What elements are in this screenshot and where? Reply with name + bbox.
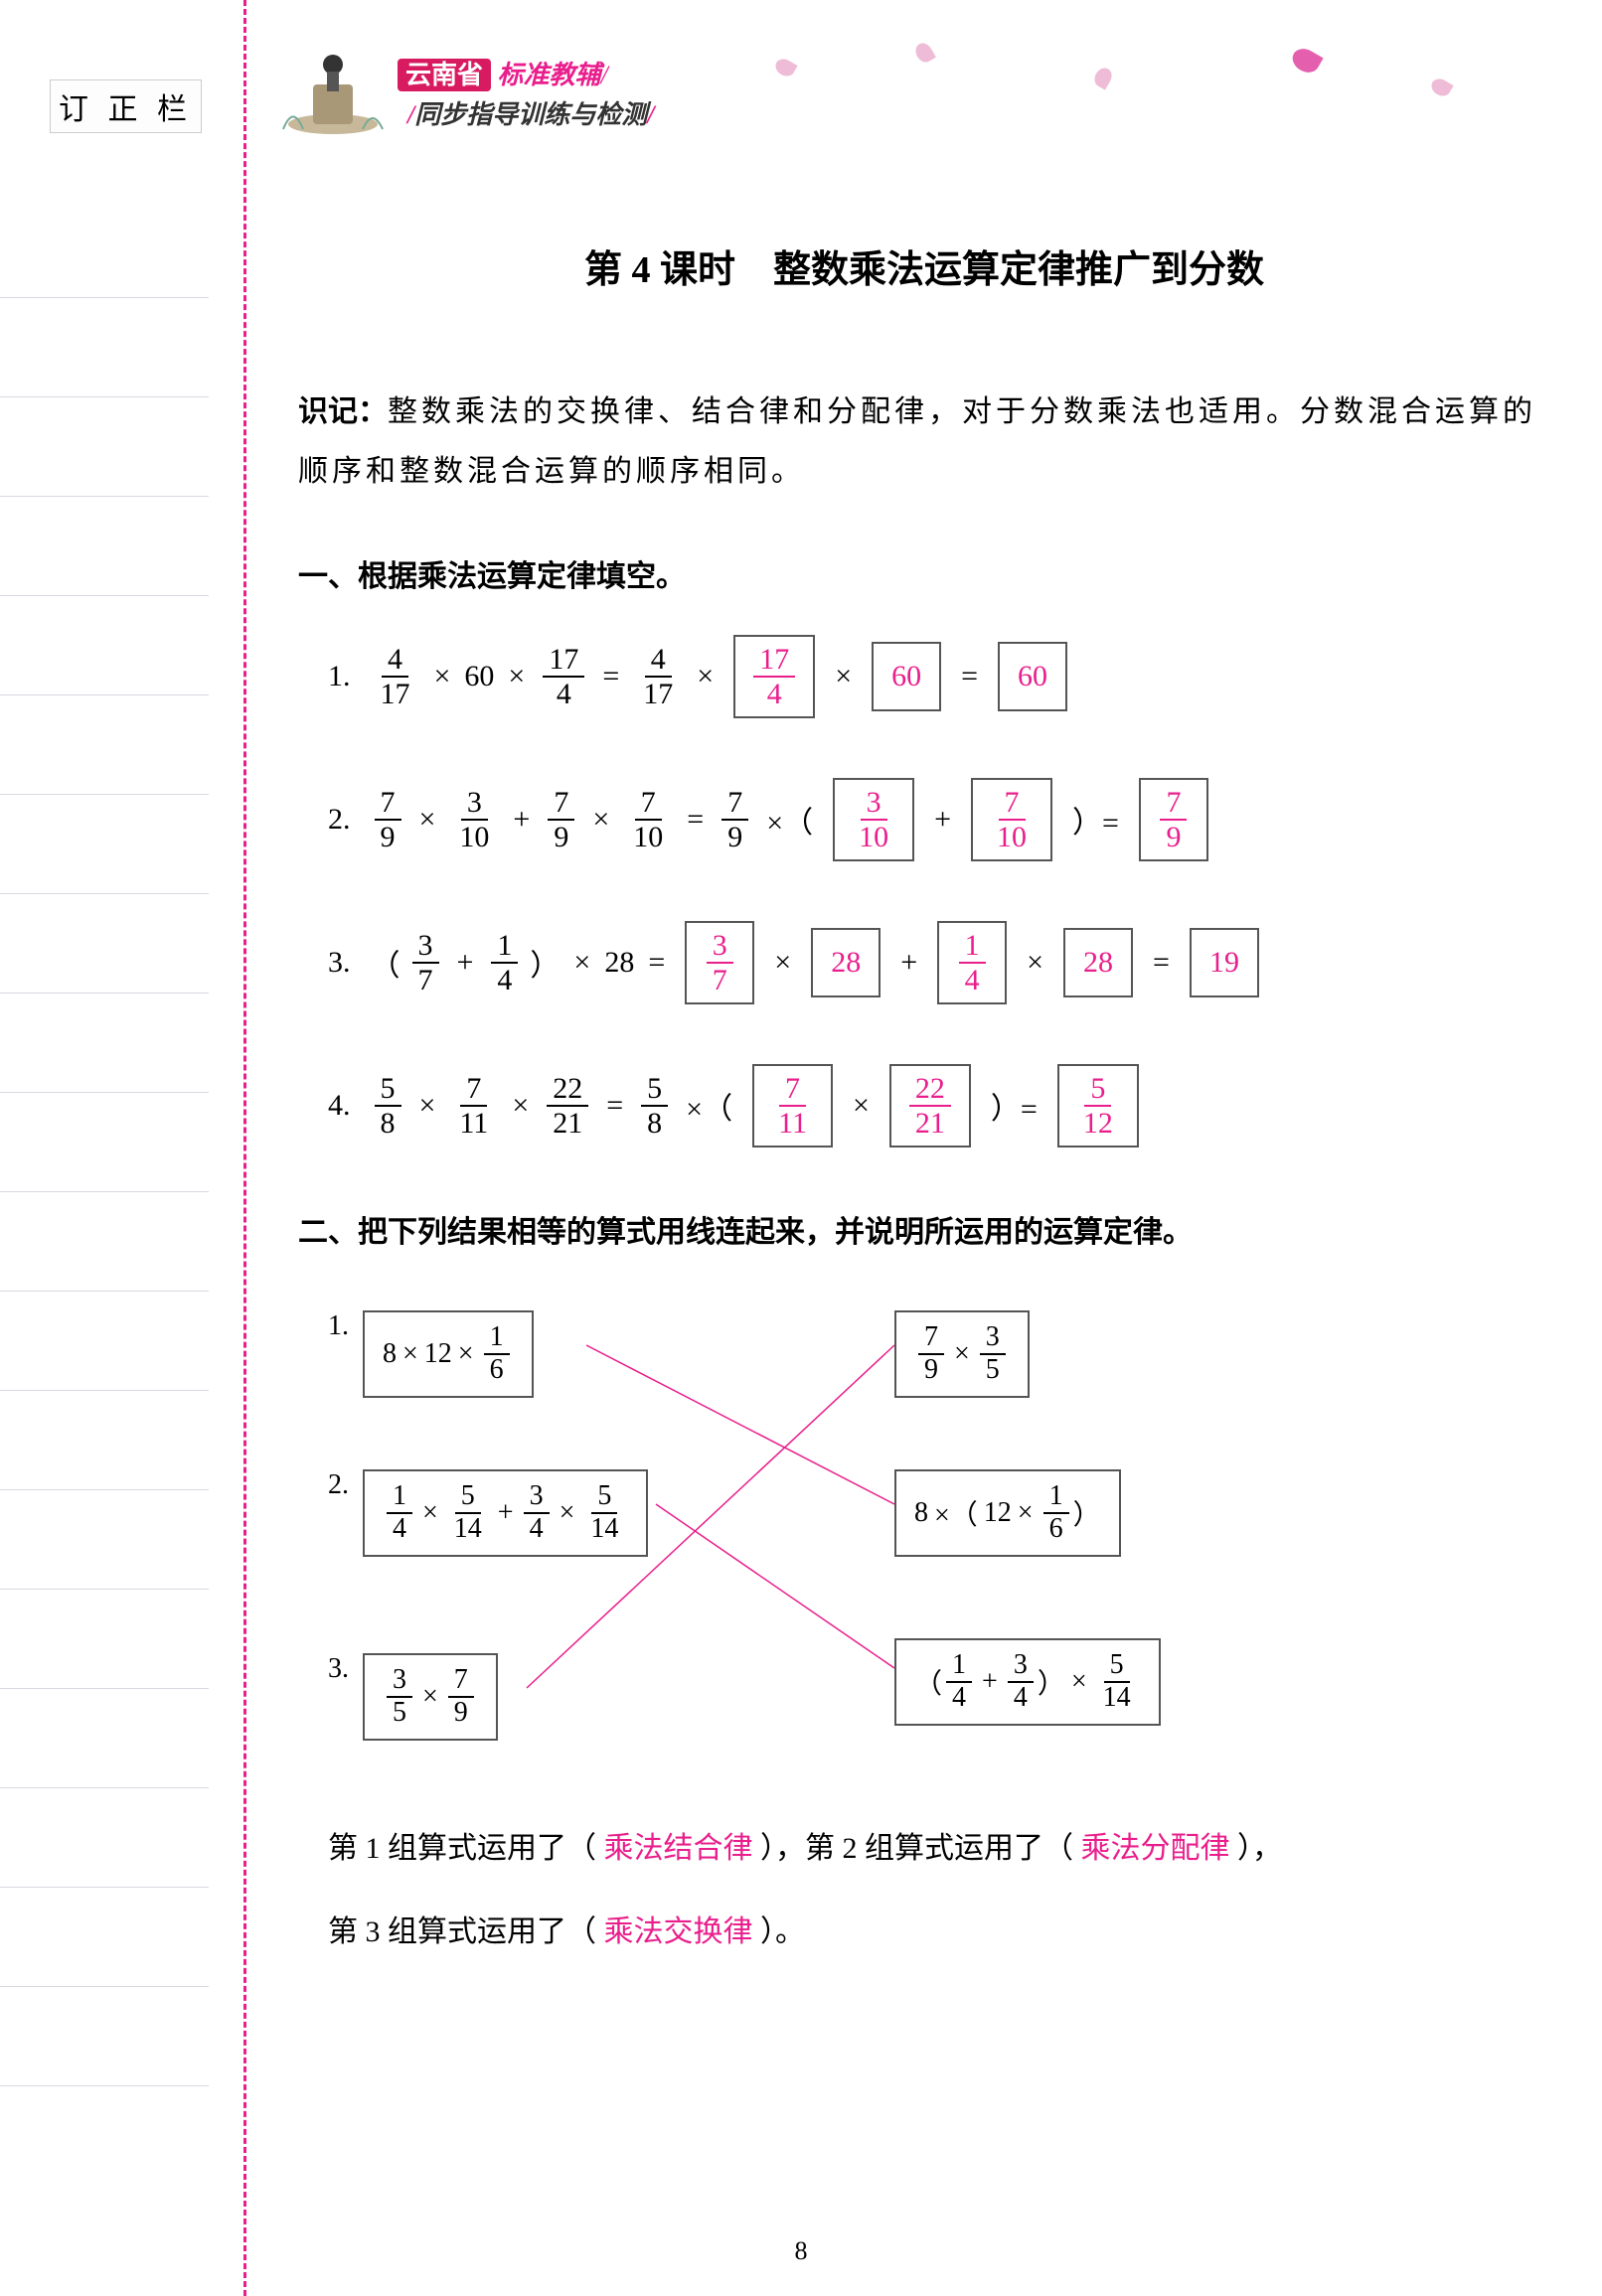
dashed-divider (243, 0, 246, 2296)
brand-banner: 云南省 标准教辅/ (398, 55, 608, 91)
correction-label: 订 正 栏 (50, 79, 202, 133)
conclusion-text: 第 3 组算式运用了（ (328, 1915, 596, 1948)
main-content: 第 4 课时 整数乘法运算定律推广到分数 识记：整数乘法的交换律、结合律和分配律… (298, 238, 1550, 1974)
fraction: 174 (543, 643, 584, 710)
match-left-1: 8×12× 16 (363, 1310, 534, 1398)
logo-illustration (278, 30, 398, 139)
match-left-2: 14 × 514 + 34 × 514 (363, 1469, 648, 1557)
problem-number: 1. (328, 660, 351, 693)
match-label-1: 1. (328, 1310, 349, 1342)
section-1-heading: 一、根据乘法运算定律填空。 (298, 551, 1550, 595)
petal-icon (1288, 44, 1323, 77)
answer-box: 60 (872, 642, 941, 711)
problem-number: 2. (328, 803, 351, 837)
page-number: 8 (0, 2236, 1602, 2266)
section-2-heading: 二、把下列结果相等的算式用线连起来，并说明所运用的运算定律。 (298, 1207, 1550, 1251)
memo-text: 整数乘法的交换律、结合律和分配律，对于分数乘法也适用。分数混合运算的顺序和整数混… (298, 395, 1536, 488)
answer-box: 310 (833, 778, 914, 861)
conclusion-text: ）， (1237, 1832, 1282, 1865)
problem-1: 1. 417 ×60× 174 = 417 × 174 × 60 = 60 (328, 635, 1550, 718)
conclusion-text: ）。 (760, 1915, 805, 1948)
answer-box: 711 (752, 1064, 833, 1148)
conclusion-answer-1: 乘法结合律 (604, 1832, 753, 1865)
problem-2: 2. 79 × 310 + 79 × 710 = 79 ×（ 310 + 710… (328, 778, 1550, 861)
answer-box: 37 (685, 921, 754, 1004)
header-decor: 云南省 标准教辅/ /同步指导训练与检测/ (278, 30, 1570, 149)
match-right-1: 79 × 35 (894, 1310, 1030, 1398)
fraction: 417 (637, 643, 679, 710)
match-right-3: （ 14 + 34 ）× 514 (894, 1638, 1161, 1726)
match-left-3: 35 × 79 (363, 1653, 498, 1741)
problem-3: 3. （ 37 + 14 ）×28 = 37 × 28 + 14 × 28 = … (328, 921, 1550, 1004)
petal-icon (912, 40, 936, 65)
ruled-lines (0, 199, 209, 2186)
conclusion-text: 第 1 组算式运用了（ (328, 1832, 596, 1865)
answer-box: 79 (1139, 778, 1208, 861)
petal-icon (772, 56, 797, 79)
petal-icon (1091, 65, 1115, 89)
conclusion-answer-2: 乘法分配律 (1081, 1832, 1230, 1865)
correction-column: 订 正 栏 (0, 0, 239, 2296)
problem-number: 3. (328, 946, 351, 980)
conclusion: 第 1 组算式运用了（ 乘法结合律 ），第 2 组算式运用了（ 乘法分配律 ），… (328, 1807, 1550, 1974)
brand-red: 云南省 (398, 59, 491, 91)
brand-pink: 标准教辅 (498, 61, 601, 89)
memo-label: 识记： (298, 395, 388, 428)
answer-box: 710 (971, 778, 1052, 861)
answer-box: 512 (1057, 1064, 1139, 1148)
fraction: 417 (375, 643, 416, 710)
answer-box: 19 (1190, 928, 1259, 997)
answer-box: 28 (811, 928, 881, 997)
problem-number: 4. (328, 1089, 351, 1123)
answer-box: 28 (1063, 928, 1133, 997)
conclusion-text: ），第 2 组算式运用了（ (760, 1832, 1073, 1865)
match-label-2: 2. (328, 1469, 349, 1501)
brand-sub: /同步指导训练与检测/ (407, 94, 654, 131)
conclusion-answer-3: 乘法交换律 (604, 1915, 753, 1948)
petal-icon (1428, 76, 1453, 99)
matching-area: 1. 8×12× 16 2. 14 × 514 + 34 × 514 3. 35… (328, 1291, 1550, 1767)
match-right-2: 8×（12× 16 ） (894, 1469, 1121, 1557)
answer-box: 174 (733, 635, 815, 718)
answer-box: 2221 (889, 1064, 971, 1148)
answer-box: 60 (998, 642, 1067, 711)
memo-block: 识记：整数乘法的交换律、结合律和分配律，对于分数乘法也适用。分数混合运算的顺序和… (298, 383, 1550, 502)
match-label-3: 3. (328, 1653, 349, 1685)
lesson-title: 第 4 课时 整数乘法运算定律推广到分数 (298, 238, 1550, 293)
answer-box: 14 (937, 921, 1007, 1004)
problem-4: 4. 58 × 711 × 2221 = 58 ×（ 711 × 2221 ）=… (328, 1064, 1550, 1148)
